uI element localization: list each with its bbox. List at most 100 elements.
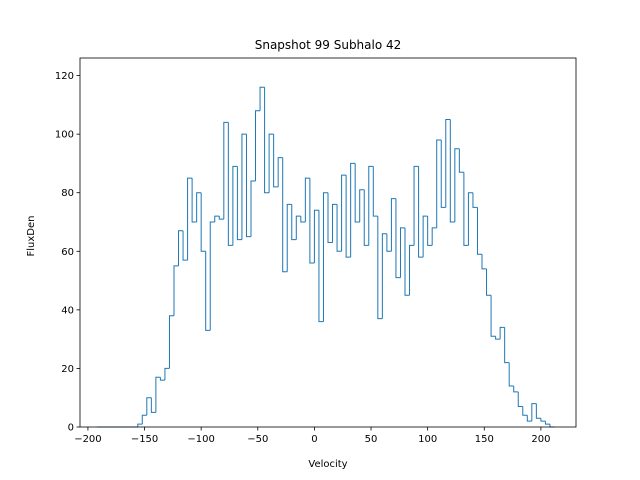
step — [486, 268, 492, 296]
x-tick-label: 100 — [418, 434, 437, 445]
step — [350, 162, 356, 258]
step — [472, 192, 478, 208]
step — [304, 177, 310, 222]
x-tick-label: −200 — [74, 434, 101, 445]
step — [386, 233, 392, 252]
x-tick-label: 200 — [531, 434, 550, 445]
step — [168, 315, 174, 369]
step — [214, 215, 220, 222]
step — [336, 204, 342, 252]
step — [137, 423, 143, 427]
step — [245, 134, 251, 238]
step — [436, 139, 442, 228]
step — [277, 157, 283, 187]
step — [205, 251, 211, 331]
step — [155, 376, 161, 413]
step — [508, 362, 514, 387]
y-tick-label: 20 — [61, 364, 74, 375]
step — [327, 192, 333, 243]
step — [141, 414, 147, 425]
step — [227, 122, 233, 246]
x-tick-label: −50 — [247, 434, 268, 445]
step — [268, 133, 274, 193]
step — [264, 87, 270, 194]
step — [504, 327, 510, 364]
x-tick-label: 0 — [311, 434, 317, 445]
chart-title: Snapshot 99 Subhalo 42 — [255, 38, 402, 52]
step — [377, 216, 383, 320]
step — [236, 166, 242, 241]
step — [368, 165, 374, 246]
step — [490, 295, 496, 337]
step — [440, 140, 446, 208]
step — [191, 178, 197, 223]
step — [223, 121, 229, 220]
step — [445, 119, 451, 208]
step — [390, 198, 396, 252]
x-tick-label: −100 — [187, 434, 214, 445]
step — [463, 172, 469, 246]
step — [178, 230, 184, 266]
step — [540, 418, 546, 422]
step — [164, 367, 170, 381]
step — [395, 198, 401, 279]
step — [481, 254, 487, 270]
step — [431, 227, 437, 246]
step — [422, 215, 428, 258]
y-tick-label: 60 — [61, 247, 74, 258]
step — [467, 192, 473, 246]
step — [544, 421, 550, 425]
step — [413, 165, 419, 246]
step — [418, 166, 424, 258]
y-tick-label: 120 — [55, 71, 74, 82]
step — [381, 233, 387, 319]
step — [332, 203, 338, 243]
x-tick-label: 50 — [365, 434, 378, 445]
step — [499, 326, 505, 340]
step — [513, 386, 519, 393]
step — [363, 189, 369, 246]
step — [196, 192, 202, 222]
x-axis-label: Velocity — [308, 459, 347, 470]
step — [522, 406, 528, 416]
step — [150, 397, 156, 413]
step — [495, 336, 501, 340]
step — [526, 415, 532, 422]
step — [399, 227, 406, 278]
step — [354, 163, 360, 223]
step — [345, 175, 351, 258]
step — [255, 110, 261, 181]
step — [295, 215, 301, 240]
step — [309, 178, 315, 264]
plot-frame — [79, 57, 577, 428]
step — [449, 119, 455, 223]
step — [318, 210, 324, 323]
step — [282, 157, 288, 273]
step — [313, 209, 319, 263]
step — [291, 204, 297, 241]
step — [454, 148, 460, 222]
step — [286, 203, 292, 272]
y-tick-label: 0 — [68, 423, 74, 434]
step — [341, 174, 347, 252]
step — [259, 86, 265, 111]
step — [531, 403, 537, 422]
step — [146, 397, 152, 416]
step — [300, 216, 306, 223]
step — [476, 207, 483, 255]
step — [372, 166, 378, 217]
y-tick-label: 40 — [61, 305, 74, 316]
step — [549, 424, 555, 428]
step — [250, 180, 256, 237]
step — [232, 165, 238, 246]
step — [173, 265, 179, 316]
step — [182, 230, 188, 261]
step — [517, 391, 523, 407]
step — [322, 192, 328, 322]
step — [218, 216, 224, 220]
step — [159, 377, 165, 381]
y-tick-label: 100 — [55, 130, 74, 141]
x-tick-label: −150 — [131, 434, 158, 445]
step — [187, 177, 193, 261]
